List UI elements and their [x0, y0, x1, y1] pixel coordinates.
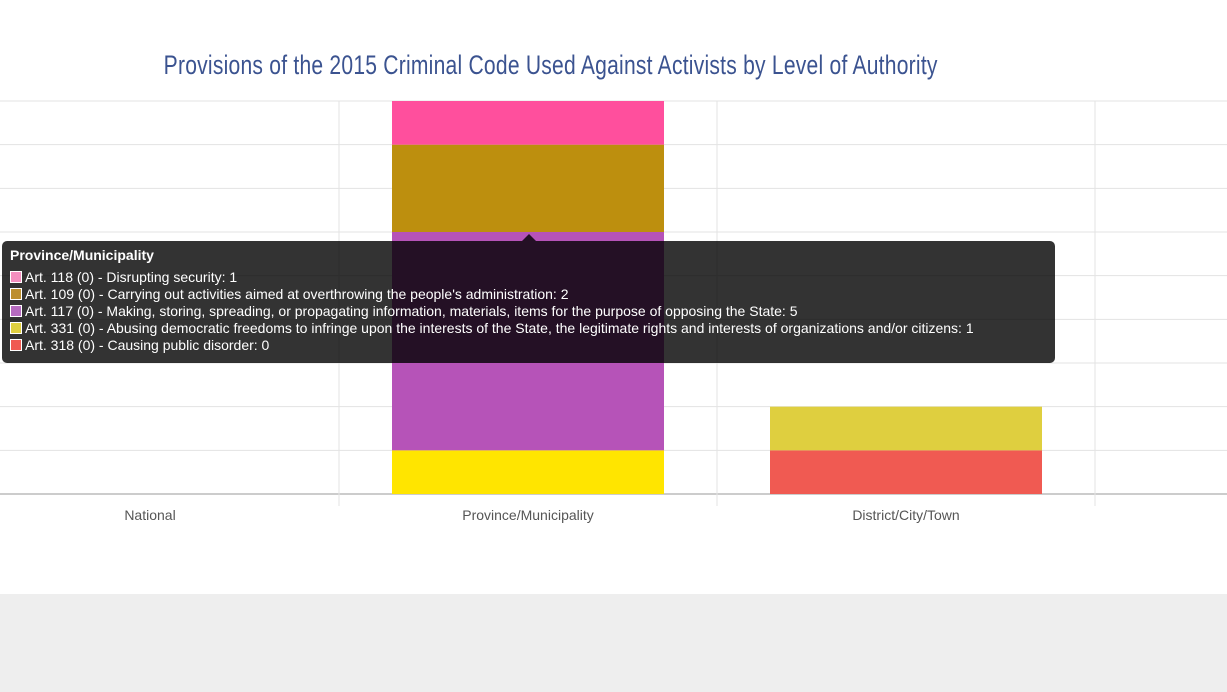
bar-segment[interactable]: [392, 101, 664, 145]
x-tick-label: Province/Municipality: [462, 507, 594, 523]
legend-swatch: [10, 321, 22, 334]
tooltip-row: Art. 117 (0) - Making, storing, spreadin…: [10, 302, 1047, 319]
x-tick-label: National: [124, 507, 175, 523]
tooltip: Province/Municipality Art. 118 (0) - Dis…: [2, 234, 1055, 363]
x-tick-label: District/City/Town: [852, 507, 959, 523]
bar-segment[interactable]: [392, 450, 664, 494]
tooltip-row: Art. 118 (0) - Disrupting security: 1: [10, 268, 1047, 285]
tooltip-title: Province/Municipality: [10, 247, 154, 263]
legend-swatch: [10, 270, 22, 283]
tooltip-row: Art. 331 (0) - Abusing democratic freedo…: [10, 319, 1047, 336]
page-footer: [0, 594, 1227, 692]
legend-swatch: [10, 287, 22, 300]
tooltip-row-label: Art. 117 (0) - Making, storing, spreadin…: [25, 302, 798, 319]
bar-segment[interactable]: [392, 144, 664, 232]
tooltip-row-label: Art. 318 (0) - Causing public disorder: …: [25, 336, 270, 353]
bar-segment[interactable]: [770, 406, 1042, 451]
bar-segment[interactable]: [770, 450, 1042, 494]
tooltip-row-label: Art. 118 (0) - Disrupting security: 1: [25, 268, 238, 285]
legend-swatch: [10, 304, 22, 317]
tooltip-row: Art. 109 (0) - Carrying out activities a…: [10, 285, 1047, 302]
chart-title: Provisions of the 2015 Criminal Code Use…: [163, 50, 938, 80]
legend-swatch: [10, 338, 22, 351]
tooltip-row: Art. 318 (0) - Causing public disorder: …: [10, 336, 1047, 353]
tooltip-row-label: Art. 109 (0) - Carrying out activities a…: [25, 285, 569, 302]
tooltip-row-label: Art. 331 (0) - Abusing democratic freedo…: [25, 319, 974, 336]
tooltip-arrow: [522, 234, 536, 241]
